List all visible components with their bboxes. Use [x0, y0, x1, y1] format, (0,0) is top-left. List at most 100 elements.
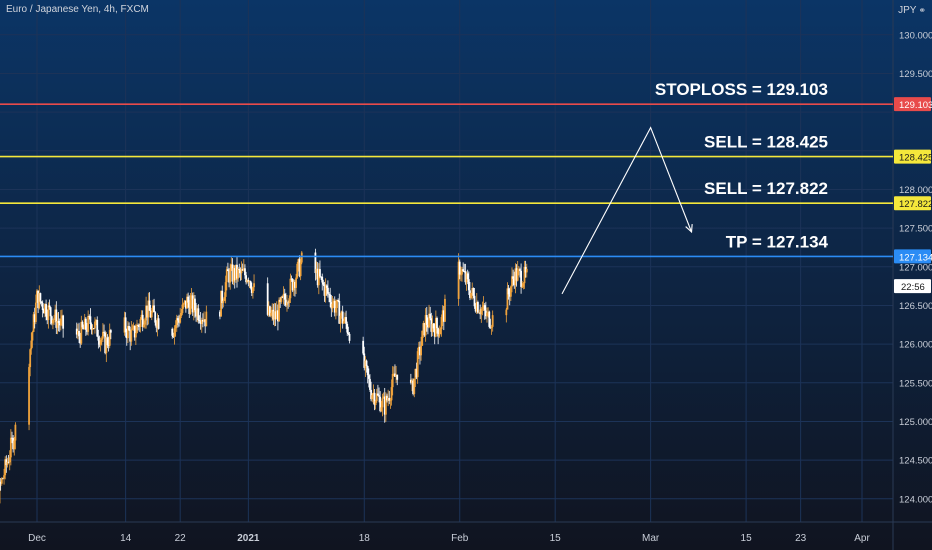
candle-body — [439, 329, 442, 335]
candle-body — [387, 397, 390, 401]
candle-body — [420, 345, 422, 356]
candle-body — [140, 314, 143, 320]
candle-body — [412, 380, 415, 395]
projection-path[interactable] — [561, 126, 693, 295]
candle-body — [330, 302, 333, 309]
candle-body — [282, 293, 285, 298]
candle-body — [196, 308, 199, 317]
candle-body — [444, 298, 446, 322]
candle-body — [8, 457, 11, 463]
candle-body — [295, 277, 297, 288]
candle-body — [364, 360, 367, 368]
candle-body — [182, 303, 185, 305]
candle-body — [44, 304, 46, 314]
candle-body — [191, 295, 194, 313]
candle-body — [4, 459, 7, 476]
candle-body — [480, 308, 483, 315]
candle-body — [382, 396, 385, 399]
candle-body — [381, 398, 384, 408]
price-tag-text: 127.134 — [899, 252, 932, 263]
candle-body — [392, 373, 395, 375]
candle-body — [40, 301, 43, 304]
candle-body — [231, 264, 234, 282]
candle-body — [103, 331, 105, 333]
candle-body — [298, 259, 301, 277]
candle-body — [106, 337, 109, 346]
candle-body — [173, 328, 176, 338]
candle-body — [55, 309, 58, 328]
candle-body — [246, 280, 249, 283]
candle-body — [337, 299, 340, 301]
candle-body — [37, 290, 40, 309]
candle-body — [90, 324, 93, 330]
candle-body — [45, 304, 47, 317]
candle-body — [240, 269, 243, 274]
candle-body — [12, 438, 15, 450]
candle-body — [155, 322, 158, 328]
price-axis-label: 126.000 — [899, 340, 932, 351]
candle-body — [338, 300, 341, 324]
candle-body — [144, 320, 146, 325]
time-axis-label: 15 — [741, 533, 753, 544]
candle-body — [46, 316, 49, 320]
candle-body — [227, 269, 229, 271]
candle-body — [128, 325, 130, 331]
price-tag-stoploss — [894, 97, 931, 112]
candle-body — [104, 332, 107, 354]
candle-body — [371, 395, 374, 400]
candle-body — [223, 296, 226, 301]
candle-body — [428, 313, 430, 328]
candle-body — [154, 312, 157, 323]
candle-body — [427, 324, 429, 328]
candle-body — [341, 311, 344, 324]
candle-body — [134, 332, 137, 338]
candle-body — [339, 315, 342, 324]
candle-body — [514, 268, 517, 286]
candle-body — [438, 334, 441, 337]
level-label-sell: SELL = 128.425 — [704, 133, 828, 152]
candle-body — [294, 281, 296, 288]
candle-body — [278, 299, 280, 322]
price-axis-label: 128.000 — [899, 185, 932, 196]
price-tag-text: 128.425 — [899, 153, 932, 164]
candle-body — [422, 323, 425, 331]
candle-body — [505, 309, 508, 316]
candle-body — [292, 281, 295, 291]
candle-body — [141, 314, 144, 327]
candle-body — [482, 305, 485, 309]
candle-body — [340, 311, 343, 316]
candle-body — [283, 293, 286, 300]
candle-body — [317, 269, 320, 286]
candle-body — [462, 269, 465, 272]
price-axis-label: 124.500 — [899, 456, 932, 467]
candle-body — [414, 368, 417, 379]
candle-body — [80, 321, 83, 344]
candle-body — [332, 300, 335, 304]
candle-body — [479, 312, 482, 315]
candle-body — [430, 318, 433, 332]
candle-body — [325, 285, 328, 288]
candle-body — [42, 310, 45, 314]
candle-body — [30, 340, 33, 350]
candle-body — [409, 379, 412, 383]
candle-body — [203, 319, 205, 322]
symbol-title[interactable]: Euro / Japanese Yen, 4h, FXCM — [6, 4, 149, 15]
candle-body — [489, 326, 492, 328]
candle-body — [333, 300, 336, 313]
candle-body — [369, 378, 371, 390]
candle-body — [377, 393, 379, 396]
candle-body — [322, 282, 325, 285]
candle-body — [383, 396, 386, 415]
price-tag-text: 127.822 — [899, 199, 932, 210]
candle-body — [275, 310, 278, 320]
currency-label[interactable]: JPY ⚭ — [898, 5, 926, 16]
time-axis-label: Mar — [642, 533, 660, 544]
candle-body — [190, 295, 193, 301]
candle-body — [11, 437, 13, 439]
candle-body — [342, 321, 345, 324]
candle-body — [389, 400, 392, 402]
candle-body — [9, 437, 12, 458]
candle-body — [279, 299, 282, 302]
